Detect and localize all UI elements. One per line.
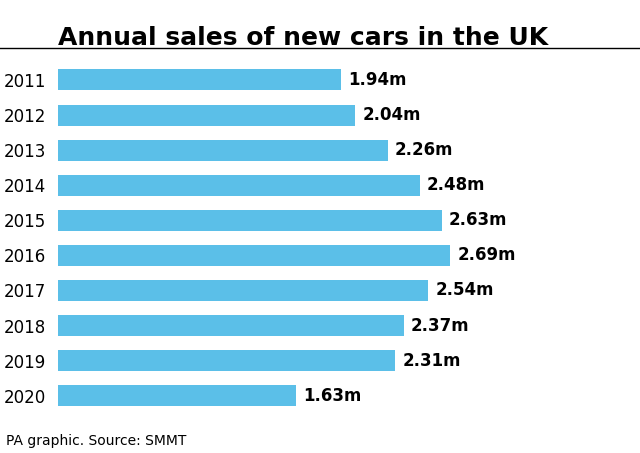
Text: PA graphic. Source: SMMT: PA graphic. Source: SMMT xyxy=(6,434,187,448)
Bar xyxy=(58,245,451,266)
Text: 2.37m: 2.37m xyxy=(411,317,470,334)
Bar xyxy=(58,315,404,336)
Bar xyxy=(58,175,420,196)
Bar xyxy=(58,140,388,161)
Text: 2.26m: 2.26m xyxy=(395,141,453,159)
Text: 2.69m: 2.69m xyxy=(458,246,516,265)
Text: 2.48m: 2.48m xyxy=(427,176,486,194)
Text: 2.63m: 2.63m xyxy=(449,211,508,229)
Text: 2.31m: 2.31m xyxy=(402,352,461,370)
Bar xyxy=(58,69,341,91)
Bar xyxy=(58,385,296,406)
Bar xyxy=(58,210,442,231)
Bar xyxy=(58,350,395,371)
Bar xyxy=(58,280,428,301)
Text: 1.63m: 1.63m xyxy=(303,387,361,405)
Text: 2.54m: 2.54m xyxy=(436,281,494,299)
Text: Annual sales of new cars in the UK: Annual sales of new cars in the UK xyxy=(58,26,548,50)
Text: 1.94m: 1.94m xyxy=(348,71,406,89)
Text: 2.04m: 2.04m xyxy=(363,106,421,124)
Bar xyxy=(58,105,355,125)
